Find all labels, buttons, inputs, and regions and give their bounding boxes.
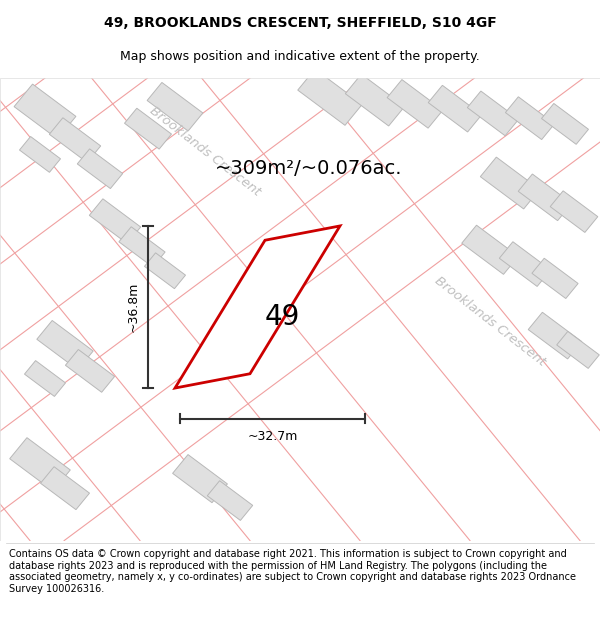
Polygon shape: [14, 84, 76, 139]
Polygon shape: [49, 118, 101, 162]
Polygon shape: [557, 331, 599, 368]
Polygon shape: [10, 438, 70, 491]
Polygon shape: [125, 108, 172, 149]
Text: ~309m²/~0.076ac.: ~309m²/~0.076ac.: [215, 159, 403, 178]
Polygon shape: [207, 481, 253, 521]
Polygon shape: [532, 258, 578, 299]
Text: ~36.8m: ~36.8m: [127, 282, 140, 332]
Text: Brooklands Crescent: Brooklands Crescent: [432, 274, 548, 369]
Polygon shape: [119, 227, 165, 267]
Polygon shape: [147, 82, 203, 131]
Polygon shape: [542, 104, 589, 144]
Text: 49: 49: [265, 302, 300, 331]
Polygon shape: [518, 174, 572, 221]
Polygon shape: [40, 467, 89, 509]
Polygon shape: [173, 454, 227, 503]
Polygon shape: [528, 312, 582, 359]
Polygon shape: [346, 74, 404, 126]
Polygon shape: [298, 69, 362, 126]
Polygon shape: [65, 349, 115, 392]
Polygon shape: [428, 86, 482, 132]
Text: ~32.7m: ~32.7m: [247, 430, 298, 443]
Polygon shape: [77, 149, 123, 189]
Polygon shape: [505, 97, 554, 139]
Polygon shape: [19, 136, 61, 172]
Polygon shape: [550, 191, 598, 232]
Text: Contains OS data © Crown copyright and database right 2021. This information is : Contains OS data © Crown copyright and d…: [9, 549, 576, 594]
Polygon shape: [462, 225, 518, 274]
Polygon shape: [481, 157, 539, 209]
Text: Brooklands Crescent: Brooklands Crescent: [147, 104, 263, 199]
Polygon shape: [145, 253, 185, 289]
Polygon shape: [467, 91, 518, 136]
Polygon shape: [89, 199, 140, 244]
Polygon shape: [499, 242, 551, 286]
Text: Map shows position and indicative extent of the property.: Map shows position and indicative extent…: [120, 50, 480, 62]
Polygon shape: [387, 79, 443, 128]
Polygon shape: [37, 321, 93, 370]
Polygon shape: [25, 361, 65, 396]
Polygon shape: [175, 226, 340, 388]
Text: 49, BROOKLANDS CRESCENT, SHEFFIELD, S10 4GF: 49, BROOKLANDS CRESCENT, SHEFFIELD, S10 …: [104, 16, 496, 31]
